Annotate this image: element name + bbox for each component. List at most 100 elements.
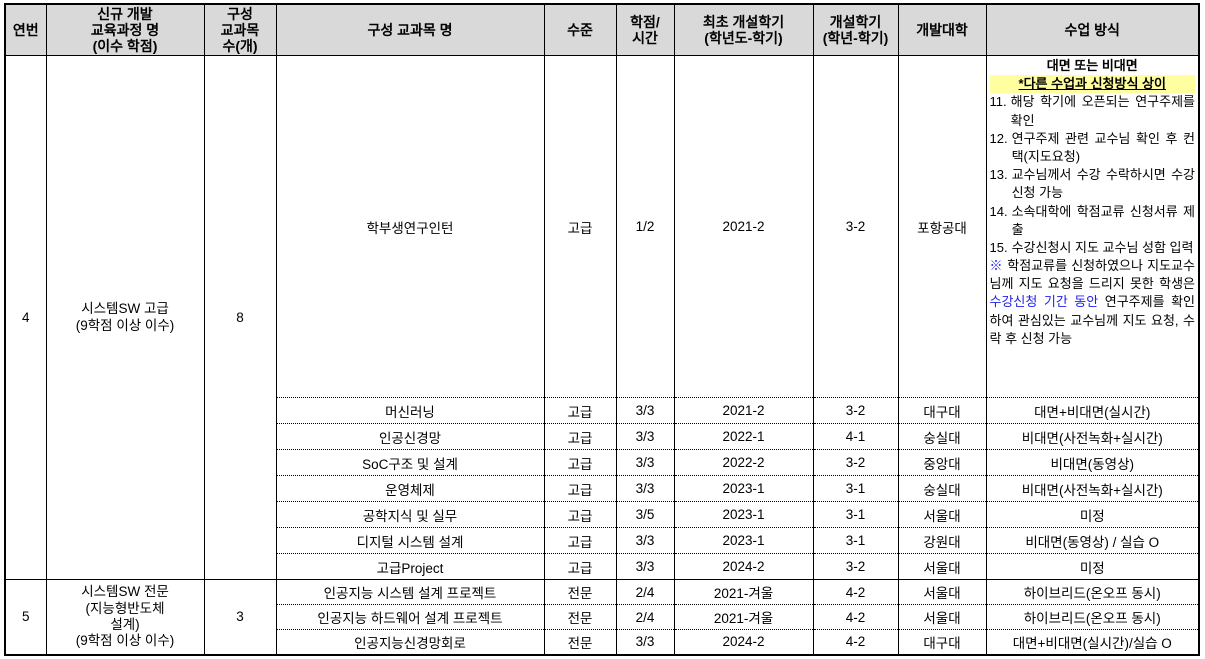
credit-cell: 3/3 [615, 397, 675, 424]
credit-cell: 3/3 [615, 475, 675, 502]
method-cell: 대면+비대면(실시간)/실습 O [985, 629, 1200, 655]
method-detail-cell: 대면 또는 비대면 *다른 수업과 신청방식 상이 11. 해당 학기에 오픈되… [985, 55, 1200, 398]
first-semester-cell: 2021-겨울 [673, 579, 814, 605]
curriculum-name-cell: 시스템SW 고급 (9학점 이상 이수) [45, 55, 205, 580]
header-cell-university: 개발대학 [897, 3, 987, 56]
first-semester-cell: 2021-2 [673, 55, 814, 398]
level-cell: 고급 [543, 553, 617, 580]
step-number: 13. [989, 167, 1008, 183]
note-blue-text: 수강신청 기간 동안 [989, 294, 1099, 310]
semester-cell: 3-2 [812, 449, 899, 476]
level-cell: 고급 [543, 449, 617, 476]
header-cell-course: 구성 교과목 명 [275, 3, 545, 56]
table-row: 운영체제 고급 3/3 2023-1 3-1 숭실대 비대면(사전녹화+실시간) [5, 475, 1200, 502]
course-name-cell: 인공지능 하드웨어 설계 프로젝트 [275, 604, 545, 630]
header-row: 연번 신규 개발 교육과정 명 (이수 학점) 구성 교과목 수(개) 구성 교… [4, 3, 1200, 56]
method-cell: 하이브리드(온오프 동시) [985, 579, 1200, 605]
university-cell: 포항공대 [897, 55, 987, 398]
university-cell: 서울대 [897, 604, 987, 630]
note-marker: ※ [989, 258, 1004, 274]
credit-cell: 2/4 [615, 579, 675, 605]
header-cell-curriculum: 신규 개발 교육과정 명 (이수 학점) [45, 3, 205, 56]
block-no-cell: 4 [4, 55, 47, 580]
course-name-cell: SoC구조 및 설계 [275, 449, 545, 476]
header-cell-first-semester: 최초 개설학기 (학년도-학기) [673, 3, 814, 56]
header-cell-semester: 개설학기 (학년-학기) [812, 3, 899, 56]
university-cell: 숭실대 [897, 475, 987, 502]
method-cell: 하이브리드(온오프 동시) [985, 604, 1200, 630]
step-text: 교수님께서 수강 수락하시면 수강신청 가능 [1011, 167, 1195, 201]
first-semester-cell: 2023-1 [673, 475, 814, 502]
level-cell: 전문 [543, 579, 617, 605]
step-number: 14. [989, 203, 1008, 219]
level-cell: 고급 [543, 475, 617, 502]
table-header: 연번 신규 개발 교육과정 명 (이수 학점) 구성 교과목 수(개) 구성 교… [4, 3, 1200, 56]
first-semester-cell: 2023-1 [673, 527, 814, 554]
first-semester-cell: 2021-2 [673, 397, 814, 424]
method-cell: 대면+비대면(실시간) [985, 397, 1200, 424]
first-semester-cell: 2022-2 [673, 449, 814, 476]
table-row: 디지털 시스템 설계 고급 3/3 2023-1 3-1 강원대 비대면(동영상… [5, 527, 1200, 554]
credit-cell: 3/3 [615, 449, 675, 476]
semester-cell: 4-2 [812, 579, 899, 605]
semester-cell: 4-2 [812, 604, 899, 630]
university-cell: 서울대 [897, 553, 987, 580]
credit-cell: 1/2 [615, 55, 675, 398]
method-cell: 비대면(동영상) / 실습 O [985, 527, 1200, 554]
first-semester-cell: 2024-2 [673, 629, 814, 655]
level-cell: 고급 [543, 55, 617, 398]
university-cell: 숭실대 [897, 423, 987, 450]
header-cell-no: 연번 [4, 3, 47, 56]
step-number: 15. [989, 239, 1008, 255]
semester-cell: 3-2 [812, 55, 899, 398]
first-semester-cell: 2022-1 [673, 423, 814, 450]
credit-cell: 3/3 [615, 629, 675, 655]
method-step: 12. 연구주제 관련 교수님 확인 후 컨택(지도요청) [990, 130, 1196, 166]
course-count-cell: 3 [203, 579, 277, 655]
table-row: 인공지능신경망회로 전문 3/3 2024-2 4-2 대구대 대면+비대면(실… [5, 629, 1200, 655]
method-cell: 미정 [985, 501, 1200, 528]
table-row: 인공신경망 고급 3/3 2022-1 4-1 숭실대 비대면(사전녹화+실시간… [5, 423, 1200, 450]
table-row: SoC구조 및 설계 고급 3/3 2022-2 3-2 중앙대 비대면(동영상… [5, 449, 1200, 476]
table-row: 고급Project 고급 3/3 2024-2 3-2 서울대 미정 [5, 553, 1200, 580]
table-body: 4 시스템SW 고급 (9학점 이상 이수) 8 학부생연구인턴 고급 1/2 … [4, 55, 1200, 655]
method-cell: 비대면(동영상) [985, 449, 1200, 476]
step-number: 11. [989, 94, 1007, 110]
semester-cell: 3-1 [812, 475, 899, 502]
university-cell: 서울대 [897, 501, 987, 528]
level-cell: 고급 [543, 501, 617, 528]
method-cell: 비대면(사전녹화+실시간) [985, 423, 1200, 450]
header-cell-credit: 학점/ 시간 [615, 3, 675, 56]
table-row: 공학지식 및 실무 고급 3/5 2023-1 3-1 서울대 미정 [5, 501, 1200, 528]
header-cell-count: 구성 교과목 수(개) [203, 3, 277, 56]
course-name-cell: 공학지식 및 실무 [275, 501, 545, 528]
method-step: 11. 해당 학기에 오픈되는 연구주제를 확인 [990, 93, 1196, 129]
first-semester-cell: 2021-겨울 [673, 604, 814, 630]
credit-cell: 2/4 [615, 604, 675, 630]
first-semester-cell: 2024-2 [673, 553, 814, 580]
credit-cell: 3/3 [615, 423, 675, 450]
semester-cell: 3-2 [812, 397, 899, 424]
semester-cell: 3-1 [812, 501, 899, 528]
method-step: 14. 소속대학에 학점교류 신청서류 제출 [990, 203, 1196, 239]
method-title: 대면 또는 비대면 [1046, 58, 1138, 73]
course-name-cell: 디지털 시스템 설계 [275, 527, 545, 554]
credit-cell: 3/5 [615, 501, 675, 528]
note-text: 연구주제를 확인하여 관심있는 교수님께 지도 요청, 수락 후 신청 가능 [989, 294, 1196, 346]
level-cell: 전문 [543, 629, 617, 655]
table-row: 4 시스템SW 고급 (9학점 이상 이수) 8 학부생연구인턴 고급 1/2 … [4, 55, 1200, 580]
university-cell: 대구대 [897, 629, 987, 655]
block-no-cell: 5 [4, 579, 47, 655]
curriculum-name-cell: 시스템SW 전문 (지능형반도체 설계) (9학점 이상 이수) [45, 579, 205, 655]
method-step: 13. 교수님께서 수강 수락하시면 수강신청 가능 [990, 166, 1196, 202]
method-cell: 미정 [985, 553, 1200, 580]
step-number: 12. [989, 130, 1008, 146]
header-cell-level: 수준 [543, 3, 617, 56]
step-text: 해당 학기에 오픈되는 연구주제를 확인 [1010, 94, 1195, 128]
university-cell: 서울대 [897, 579, 987, 605]
method-step: 15. 수강신청시 지도 교수님 성함 입력 [990, 239, 1196, 257]
university-cell: 강원대 [897, 527, 987, 554]
method-note: ※ 학점교류를 신청하였으나 지도교수님께 지도 요청을 드리지 못한 학생은 … [990, 257, 1196, 348]
level-cell: 전문 [543, 604, 617, 630]
course-name-cell: 학부생연구인턴 [275, 55, 545, 398]
